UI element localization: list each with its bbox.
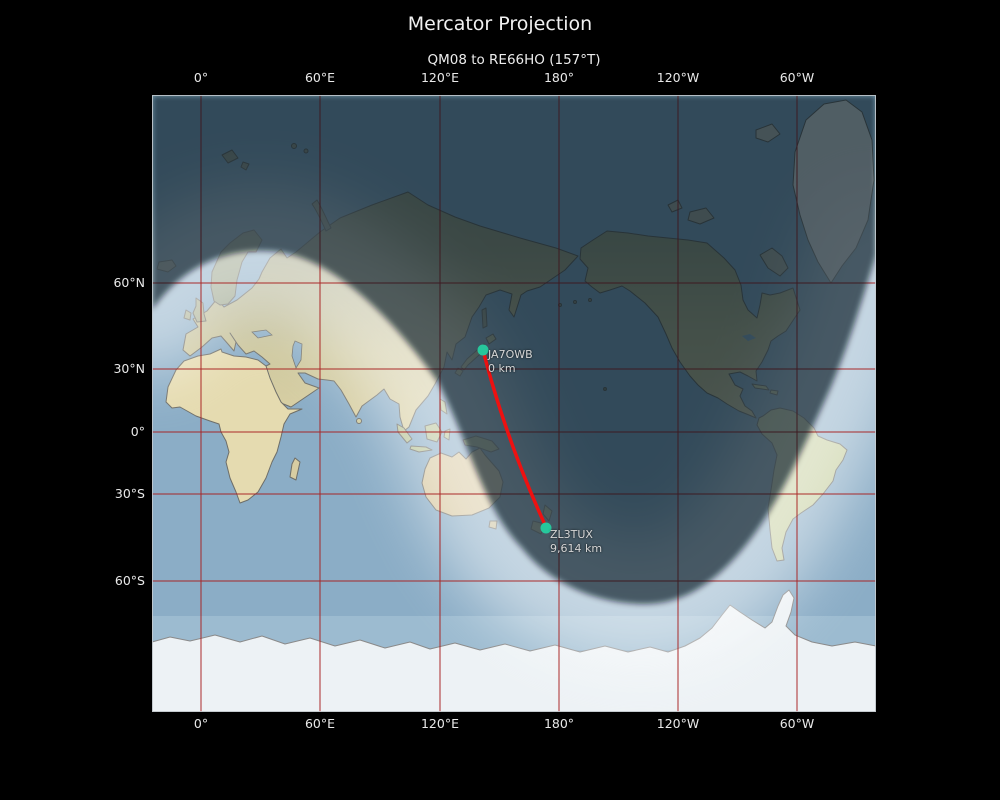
tick-left-30s: 30°S: [114, 486, 145, 501]
tick-top-0: 0°: [193, 70, 209, 85]
tick-bottom-180: 180°: [543, 716, 575, 731]
africa: [165, 348, 303, 504]
marker-zl3tux: [540, 522, 552, 534]
tick-left-0: 0°: [130, 424, 145, 439]
tick-left-60n: 60°N: [113, 275, 145, 290]
qso-path-line: [481, 348, 548, 529]
caspian-sea: [291, 340, 303, 369]
callsign-zl3tux: ZL3TUX: [550, 528, 593, 541]
tick-top-180: 180°: [543, 70, 575, 85]
figure-title: Mercator Projection: [407, 13, 593, 35]
callsign-ja7owb: JA7OWB: [488, 348, 533, 361]
tick-bottom-120e: 120°E: [420, 716, 459, 731]
endpoint-markers: [477, 344, 552, 534]
map-border: [152, 95, 876, 712]
tick-left-60s: 60°S: [114, 573, 145, 588]
tick-top-120e: 120°E: [420, 70, 459, 85]
figure-subtitle: QM08 to RE66HO (157°T): [427, 52, 601, 68]
tick-top-60e: 60°E: [304, 70, 336, 85]
label-zl3tux: ZL3TUX 9,614 km: [550, 528, 602, 555]
madagascar: [289, 457, 301, 481]
tick-bottom-0: 0°: [193, 716, 209, 731]
tick-left-30n: 30°N: [113, 361, 145, 376]
sri-lanka: [356, 418, 362, 424]
label-ja7owb: JA7OWB 0 km: [488, 348, 533, 375]
tick-bottom-60w: 60°W: [779, 716, 815, 731]
distance-zl3tux: 9,614 km: [550, 541, 603, 555]
tick-bottom-120w: 120°W: [656, 716, 700, 731]
tick-top-60w: 60°W: [779, 70, 815, 85]
black-sea: [251, 329, 273, 339]
marker-ja7owb: [477, 344, 489, 356]
tick-bottom-60e: 60°E: [304, 716, 336, 731]
tick-top-120w: 120°W: [656, 70, 700, 85]
night-overlay: [152, 95, 876, 604]
distance-ja7owb: 0 km: [488, 361, 516, 375]
